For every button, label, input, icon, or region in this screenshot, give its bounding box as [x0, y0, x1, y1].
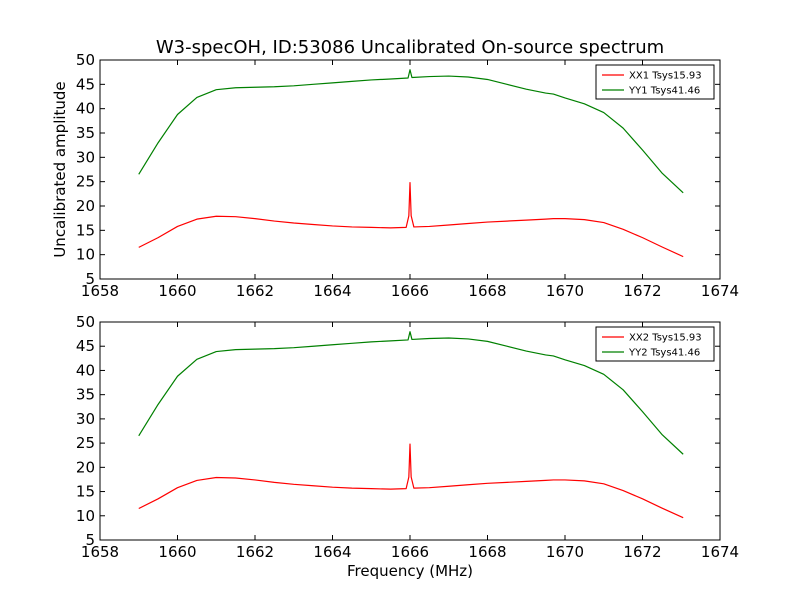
x-tick-label: 1672: [623, 282, 661, 300]
y-tick-label: 15: [76, 483, 95, 501]
x-tick-label: 1674: [701, 282, 739, 300]
x-axis-label: Frequency (MHz): [347, 562, 473, 580]
panel-1: 1658 1660 1662 1664 1666 1668 1670 1672 1674 5 10 1…: [51, 51, 739, 300]
series-line-1-2: [138, 69, 684, 194]
y-tick-label: 30: [76, 410, 95, 428]
y-tick-label: 25: [76, 434, 95, 452]
legend-entry: YY2 Tsys41.46: [628, 348, 700, 359]
series-line-2-2: [138, 331, 684, 455]
legend-box: [595, 326, 715, 362]
y-tick-label: 30: [76, 148, 95, 166]
series-line-1-1: [138, 182, 684, 258]
y-tick-label: 35: [76, 386, 95, 404]
y-tick-label: 45: [76, 337, 95, 355]
x-tick-label: 1664: [313, 543, 351, 561]
figure-title: W3-specOH, ID:53086 Uncalibrated On-sour…: [156, 37, 664, 58]
x-tick-label: 1664: [313, 282, 351, 300]
legend-entry: XX2 Tsys15.93: [629, 333, 702, 344]
x-tick-label: 1668: [468, 282, 506, 300]
x-tick-label: 1660: [158, 282, 196, 300]
y-tick-label: 20: [76, 197, 95, 215]
x-tick-label: 1674: [701, 543, 739, 561]
y-axis-label: Uncalibrated amplitude: [51, 81, 69, 257]
x-tick-label: 1660: [158, 543, 196, 561]
x-tick-label: 1662: [236, 282, 274, 300]
y-tick-label: 5: [85, 531, 95, 549]
y-tick-label: 40: [76, 100, 95, 118]
legend-box: [595, 64, 715, 100]
y-tick-label: 20: [76, 458, 95, 476]
y-tick-label: 45: [76, 75, 95, 93]
y-tick-label: 35: [76, 124, 95, 142]
x-tick-label: 1670: [546, 282, 584, 300]
y-tick-label: 10: [76, 507, 95, 525]
legend-1: XX1 Tsys15.93 YY1 Tsys41.46: [595, 64, 715, 100]
x-tick-label: 1658: [81, 543, 119, 561]
panels: 1658 1660 1662 1664 1666 1668 1670 1672 1674 5 10 1…: [51, 51, 739, 580]
x-tick-label: 1662: [236, 543, 274, 561]
legend-entry: YY1 Tsys41.46: [628, 86, 700, 97]
y-tick-label: 15: [76, 221, 95, 239]
x-tick-label: 1666: [391, 282, 429, 300]
y-tick-label: 25: [76, 173, 95, 191]
x-tick-label: 1658: [81, 282, 119, 300]
legend-2: XX2 Tsys15.93 YY2 Tsys41.46: [595, 326, 715, 362]
x-tick-label: 1670: [546, 543, 584, 561]
y-tick-label: 5: [85, 270, 95, 288]
y-tick-label: 40: [76, 361, 95, 379]
x-tick-label: 1672: [623, 543, 661, 561]
legend-entry: XX1 Tsys15.93: [629, 71, 702, 82]
x-tick-label: 1666: [391, 543, 429, 561]
y-tick-label: 50: [76, 313, 95, 331]
x-tick-label: 1668: [468, 543, 506, 561]
series-line-2-1: [138, 443, 684, 519]
y-tick-label: 10: [76, 246, 95, 264]
panel-2: 1658 1660 1662 1664 1666 1668 1670 1672 1674 5 10 1…: [76, 313, 739, 580]
y-tick-label: 50: [76, 51, 95, 69]
